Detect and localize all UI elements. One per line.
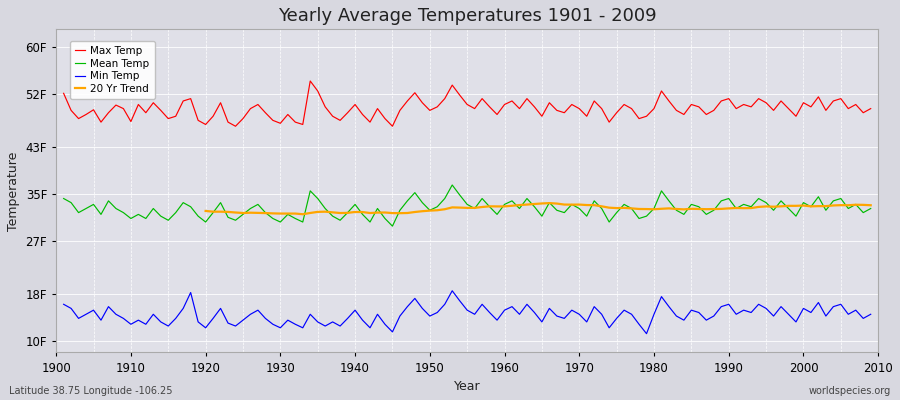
Max Temp	[604, 120, 615, 124]
Line: Mean Temp: Mean Temp	[64, 185, 870, 226]
Mean Temp	[58, 196, 69, 201]
20 Yr Trend	[850, 202, 861, 207]
Min Temp	[500, 308, 510, 312]
Min Temp	[328, 320, 338, 324]
Min Temp	[641, 331, 652, 336]
Min Temp	[446, 288, 457, 293]
Text: Latitude 38.75 Longitude -106.25: Latitude 38.75 Longitude -106.25	[9, 386, 173, 396]
20 Yr Trend	[865, 203, 876, 208]
Max Temp	[865, 106, 876, 111]
Max Temp	[58, 91, 69, 96]
Min Temp	[58, 302, 69, 307]
Line: Min Temp: Min Temp	[64, 291, 870, 334]
Mean Temp	[514, 206, 525, 211]
Legend: Max Temp, Mean Temp, Min Temp, 20 Yr Trend: Max Temp, Mean Temp, Min Temp, 20 Yr Tre…	[69, 41, 155, 99]
Min Temp	[865, 312, 876, 317]
X-axis label: Year: Year	[454, 380, 481, 393]
Max Temp	[290, 120, 301, 124]
Mean Temp	[446, 182, 457, 187]
Max Temp	[305, 78, 316, 83]
Min Temp	[118, 316, 129, 321]
Mean Temp	[387, 224, 398, 228]
Max Temp	[514, 106, 525, 111]
20 Yr Trend	[544, 201, 554, 206]
Min Temp	[283, 318, 293, 322]
Text: worldspecies.org: worldspecies.org	[809, 386, 891, 396]
Line: 20 Yr Trend: 20 Yr Trend	[205, 203, 870, 214]
Mean Temp	[507, 198, 517, 203]
20 Yr Trend	[410, 210, 420, 214]
20 Yr Trend	[783, 204, 794, 208]
Max Temp	[507, 98, 517, 103]
Mean Temp	[283, 212, 293, 217]
Mean Temp	[865, 206, 876, 211]
Mean Temp	[604, 220, 615, 224]
Y-axis label: Temperature: Temperature	[7, 151, 20, 230]
Max Temp	[118, 106, 129, 111]
20 Yr Trend	[679, 207, 689, 212]
20 Yr Trend	[297, 212, 308, 217]
20 Yr Trend	[290, 211, 301, 216]
20 Yr Trend	[200, 208, 211, 213]
Max Temp	[342, 110, 353, 115]
Line: Max Temp: Max Temp	[64, 81, 870, 126]
Title: Yearly Average Temperatures 1901 - 2009: Yearly Average Temperatures 1901 - 2009	[278, 7, 656, 25]
Max Temp	[230, 124, 241, 129]
Min Temp	[597, 312, 608, 317]
Mean Temp	[328, 214, 338, 218]
20 Yr Trend	[769, 204, 779, 209]
Min Temp	[507, 304, 517, 309]
Mean Temp	[118, 210, 129, 215]
